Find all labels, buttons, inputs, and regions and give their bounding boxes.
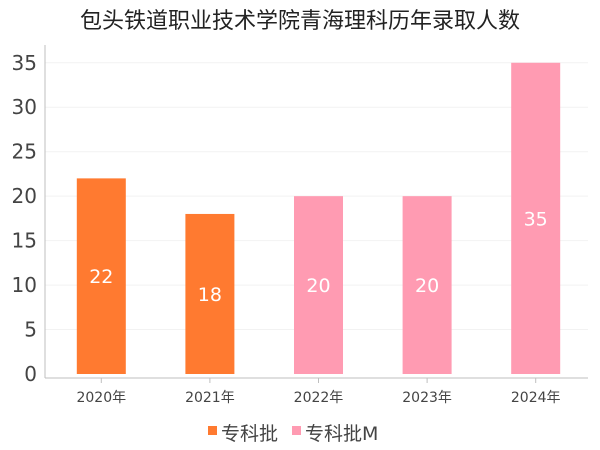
x-tick-label-1: 2021年 — [185, 390, 235, 406]
bar-value-label-2: 20 — [306, 275, 330, 297]
bar-value-label-4: 35 — [524, 208, 548, 230]
y-tick-label-7: 35 — [12, 51, 37, 75]
legend-label-0[interactable]: 专科批 — [221, 423, 278, 445]
y-tick-label-5: 25 — [12, 140, 37, 164]
bars: 22 18 20 20 35 — [76, 62, 561, 374]
bar-0[interactable] — [76, 178, 126, 374]
bar-value-label-1: 18 — [198, 284, 222, 306]
x-axis-ticks: 2020年 2021年 2022年 2023年 2024年 — [76, 378, 561, 406]
chart-title: 包头铁道职业技术学院青海理科历年录取人数 — [80, 9, 520, 34]
bar-1[interactable] — [185, 213, 235, 374]
axes — [44, 45, 588, 379]
legend-swatch-1[interactable] — [292, 426, 301, 435]
x-tick-label-0: 2020年 — [76, 390, 126, 406]
y-axis-ticks: 0 5 10 15 20 25 30 35 — [12, 51, 37, 386]
bar-4[interactable] — [511, 62, 561, 374]
bar-value-label-0: 22 — [89, 266, 113, 288]
y-tick-label-0: 0 — [24, 362, 37, 386]
y-tick-label-6: 30 — [12, 95, 37, 119]
x-tick-label-2: 2022年 — [294, 390, 344, 406]
legend-label-1[interactable]: 专科批M — [305, 423, 378, 445]
y-tick-label-4: 20 — [12, 184, 37, 208]
bar-2[interactable] — [294, 196, 343, 374]
y-tick-label-3: 15 — [12, 229, 37, 253]
y-tick-label-1: 5 — [24, 318, 37, 342]
legend: 专科批 专科批M — [208, 423, 378, 445]
x-tick-label-3: 2023年 — [402, 390, 452, 406]
legend-swatch-0[interactable] — [208, 426, 217, 435]
x-tick-label-4: 2024年 — [511, 390, 561, 406]
y-tick-label-2: 10 — [12, 273, 37, 297]
bar-value-label-3: 20 — [415, 275, 439, 297]
bar-3[interactable] — [402, 196, 452, 374]
